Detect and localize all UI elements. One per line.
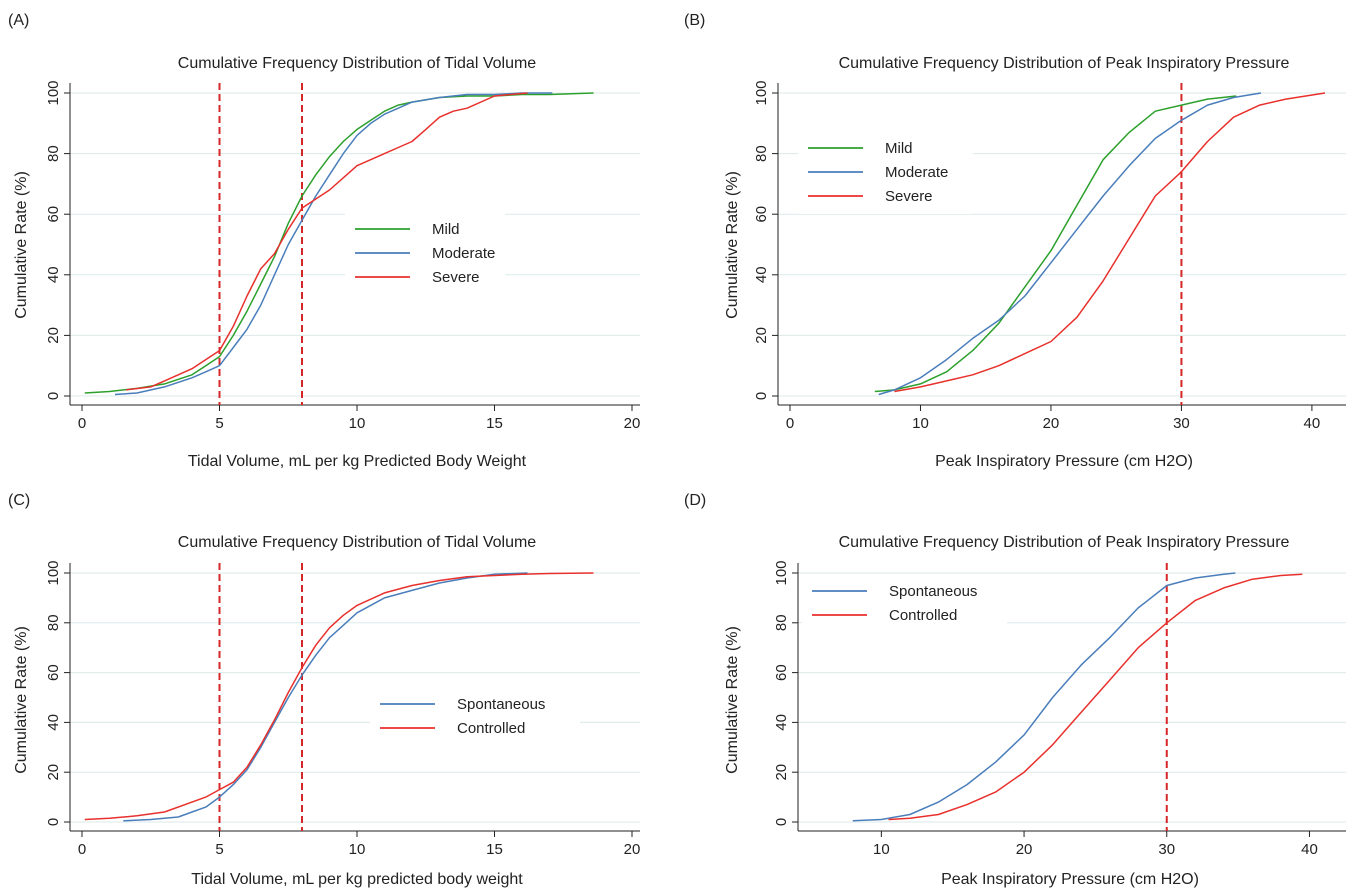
legend-box (802, 575, 1007, 633)
chart-title: Cumulative Frequency Distribution of Tid… (178, 534, 536, 551)
chart-panel-3: (C) Cumulative Frequency Distribution of … (8, 492, 640, 888)
y-axis-label: Cumulative Rate (%) (724, 626, 741, 774)
panel-label: (A) (8, 12, 29, 29)
y-tick-label: 0 (753, 392, 770, 400)
legend-label: Moderate (432, 245, 495, 262)
y-tick-label: 80 (773, 614, 790, 631)
chart-title: Cumulative Frequency Distribution of Pea… (839, 55, 1290, 72)
legend: Mild Moderate Severe (345, 213, 505, 295)
x-tick-label: 15 (486, 841, 503, 858)
x-tick-label: 0 (786, 415, 794, 432)
series-line-controlled (84, 572, 594, 821)
series-line-mild (84, 92, 594, 394)
y-axis-label: Cumulative Rate (%) (724, 171, 741, 319)
y-tick-label: 40 (773, 714, 790, 731)
y-tick-label: 100 (753, 80, 770, 105)
legend-label: Controlled (889, 607, 957, 624)
x-tick-label: 30 (1158, 841, 1175, 858)
y-tick-label: 0 (45, 818, 62, 826)
legend-label: Controlled (457, 720, 525, 737)
legend-box (345, 213, 505, 295)
y-tick-label: 80 (45, 145, 62, 162)
x-tick-label: 10 (349, 841, 366, 858)
series-line-severe (125, 92, 528, 391)
legend-label: Severe (885, 188, 933, 205)
legend-label: Mild (885, 140, 913, 157)
y-tick-label: 40 (45, 266, 62, 283)
y-tick-label: 20 (45, 327, 62, 344)
y-tick-label: 0 (773, 818, 790, 826)
x-tick-label: 10 (873, 841, 890, 858)
chart-panel-1: (A) Cumulative Frequency Distribution of … (8, 12, 640, 470)
y-tick-label: 0 (45, 392, 62, 400)
x-tick-label: 40 (1304, 415, 1321, 432)
x-tick-label: 10 (349, 415, 366, 432)
x-tick-label: 20 (624, 415, 641, 432)
series-line-severe (894, 92, 1326, 393)
x-tick-label: 20 (1043, 415, 1060, 432)
legend-label: Moderate (885, 164, 948, 181)
x-tick-label: 15 (486, 415, 503, 432)
y-tick-label: 60 (773, 664, 790, 681)
x-tick-label: 0 (78, 841, 86, 858)
x-axis-label: Peak Inspiratory Pressure (cm H2O) (935, 453, 1193, 470)
y-tick-label: 60 (753, 206, 770, 223)
series-line-controlled (888, 573, 1303, 821)
y-tick-label: 60 (45, 206, 62, 223)
series-line-mild (874, 95, 1237, 393)
y-tick-label: 40 (45, 714, 62, 731)
y-tick-label: 100 (45, 560, 62, 585)
legend-box (798, 132, 973, 214)
y-tick-label: 80 (753, 145, 770, 162)
x-tick-label: 10 (912, 415, 929, 432)
chart-panel-2: (B) Cumulative Frequency Distribution of … (684, 12, 1346, 470)
legend: Spontaneous Controlled (370, 688, 580, 746)
y-tick-label: 20 (45, 764, 62, 781)
chart-title: Cumulative Frequency Distribution of Pea… (839, 534, 1290, 551)
series-line-moderate (878, 92, 1262, 396)
legend-label: Severe (432, 269, 480, 286)
x-tick-label: 5 (215, 841, 223, 858)
panel-label: (C) (8, 492, 30, 509)
x-tick-label: 20 (624, 841, 641, 858)
y-tick-label: 80 (45, 614, 62, 631)
x-axis-label: Tidal Volume, mL per kg predicted body w… (191, 871, 523, 888)
x-tick-label: 5 (215, 415, 223, 432)
x-axis-label: Peak Inspiratory Pressure (cm H2O) (941, 871, 1199, 888)
legend: Spontaneous Controlled (802, 575, 1007, 633)
y-axis-label: Cumulative Rate (%) (13, 626, 30, 774)
panel-label: (D) (684, 492, 706, 509)
y-tick-label: 20 (753, 327, 770, 344)
legend-label: Spontaneous (889, 583, 977, 600)
y-tick-label: 60 (45, 664, 62, 681)
legend-label: Mild (432, 221, 460, 238)
series-line-spontaneous (852, 572, 1236, 822)
x-tick-label: 20 (1016, 841, 1033, 858)
y-tick-label: 20 (773, 764, 790, 781)
legend: Mild Moderate Severe (798, 132, 973, 214)
y-tick-label: 100 (45, 80, 62, 105)
x-tick-label: 0 (78, 415, 86, 432)
legend-label: Spontaneous (457, 696, 545, 713)
x-axis-label: Tidal Volume, mL per kg Predicted Body W… (188, 453, 527, 470)
series-line-spontaneous (123, 572, 528, 822)
series-line-moderate (114, 92, 553, 396)
x-tick-label: 30 (1173, 415, 1190, 432)
y-tick-label: 40 (753, 266, 770, 283)
panel-label: (B) (684, 12, 705, 29)
chart-title: Cumulative Frequency Distribution of Tid… (178, 55, 536, 72)
y-axis-label: Cumulative Rate (%) (13, 171, 30, 319)
chart-panel-4: (D) Cumulative Frequency Distribution of … (684, 492, 1346, 888)
legend-box (370, 688, 580, 746)
x-tick-label: 40 (1301, 841, 1318, 858)
y-tick-label: 100 (773, 560, 790, 585)
